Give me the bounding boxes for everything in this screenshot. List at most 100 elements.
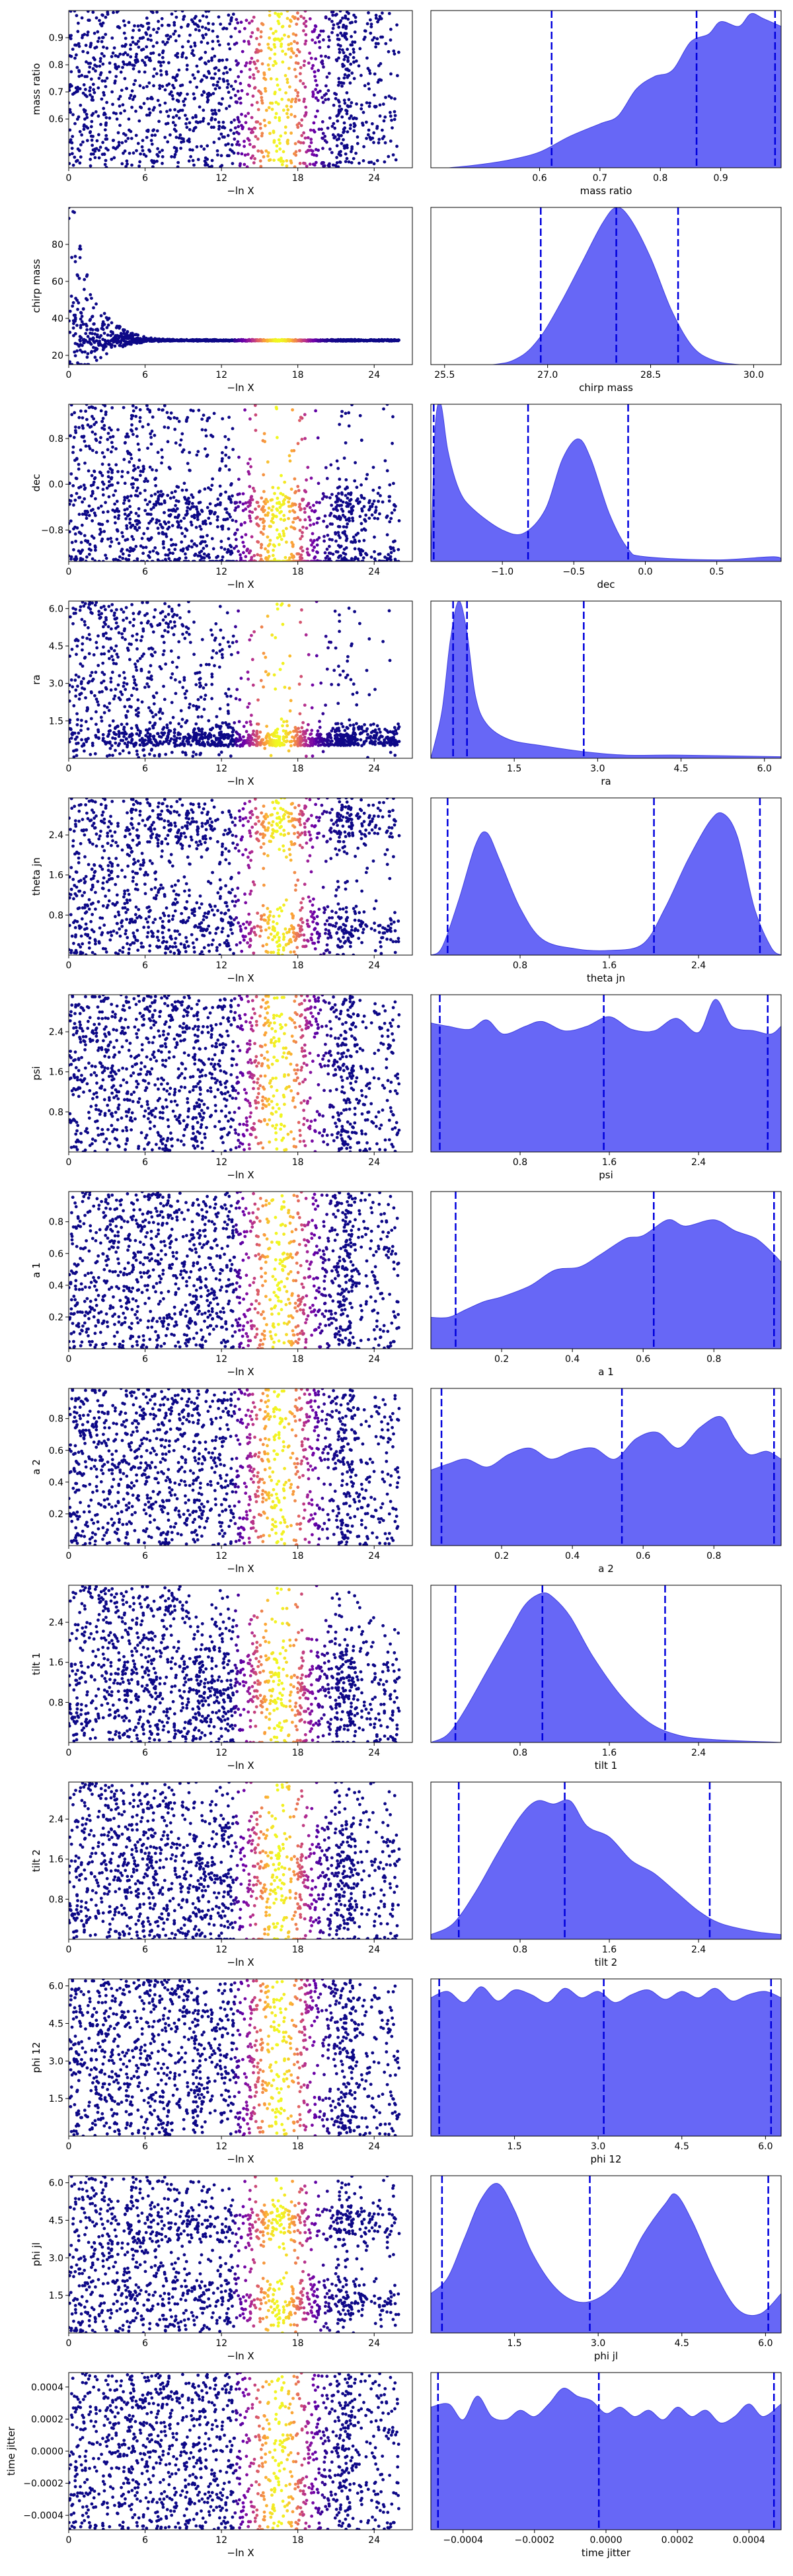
sample-point [369,18,372,22]
sample-point [251,154,254,158]
sample-point [97,610,101,613]
sample-point [268,542,272,546]
x-tick-label: 12 [215,370,227,380]
sample-point [167,548,170,552]
sample-point [174,441,178,445]
sample-point [339,544,343,548]
sample-point [225,58,229,61]
sample-point [280,602,284,606]
sample-point [260,507,264,510]
sample-point [315,83,319,87]
sample-point [264,149,268,153]
sample-point [371,38,375,42]
sample-point [332,104,336,107]
sample-point [268,524,272,528]
scatter-points [69,601,401,758]
sample-point [73,260,77,264]
sample-point [83,439,87,443]
sample-point [215,35,219,38]
sample-point [262,339,266,343]
sample-point [303,85,307,89]
sample-point [256,553,260,557]
sample-point [113,344,117,348]
sample-point [255,36,258,40]
sample-point [180,83,184,87]
sample-point [242,559,245,561]
sample-point [106,342,110,346]
sample-point [117,542,121,546]
sample-point [94,69,97,73]
sample-point [328,557,332,561]
sample-point [206,157,209,161]
sample-point [177,116,181,120]
sample-point [128,128,131,132]
sample-point [196,70,200,73]
sample-point [168,92,172,96]
sample-point [219,740,223,744]
sample-point [146,128,150,132]
sample-point [299,72,302,75]
sample-point [102,455,106,459]
sample-point [340,492,344,496]
sample-point [135,52,139,56]
sample-point [193,17,197,20]
sample-point [229,497,233,501]
sample-point [231,87,235,91]
sample-point [258,559,262,561]
sample-point [264,497,268,501]
sample-point [157,26,161,30]
sample-point [309,538,313,542]
sample-point [140,536,144,540]
x-tick-label: 30.0 [743,370,764,380]
sample-point [225,517,229,521]
sample-point [174,39,178,43]
sample-point [363,29,367,33]
sample-point [180,45,184,49]
sample-point [183,534,187,538]
sample-point [69,522,71,525]
sample-point [94,437,98,441]
sample-point [77,462,81,466]
sample-point [257,338,260,342]
sample-point [215,83,219,87]
sample-point [339,31,342,35]
sample-point [179,519,183,523]
sample-point [317,40,321,44]
sample-point [116,529,120,533]
sample-point [69,330,72,334]
sample-point [94,110,98,114]
sample-point [303,559,307,561]
sample-point [282,339,286,342]
sample-point [248,485,252,488]
sample-point [89,157,93,161]
sample-point [132,409,135,413]
sample-point [345,112,349,116]
sample-point [173,515,177,519]
sample-point [285,159,289,162]
sample-point [359,483,363,487]
sample-point [224,446,228,449]
sample-point [106,339,110,343]
sample-point [313,546,316,549]
sample-point [83,363,87,365]
sample-point [235,130,239,134]
sample-point [219,22,223,26]
sample-point [147,521,151,525]
sample-point [276,13,280,16]
sample-point [171,509,174,513]
sample-point [285,526,288,530]
sample-point [69,162,71,165]
sample-point [75,491,79,495]
sample-point [269,498,273,502]
sample-point [126,335,130,339]
sample-point [165,70,169,74]
sample-point [289,55,293,59]
sample-point [120,548,124,551]
sample-point [278,141,282,145]
sample-point [161,530,165,534]
sample-point [89,327,93,331]
sample-point [156,450,160,454]
sample-point [192,620,196,624]
sample-point [391,441,394,445]
